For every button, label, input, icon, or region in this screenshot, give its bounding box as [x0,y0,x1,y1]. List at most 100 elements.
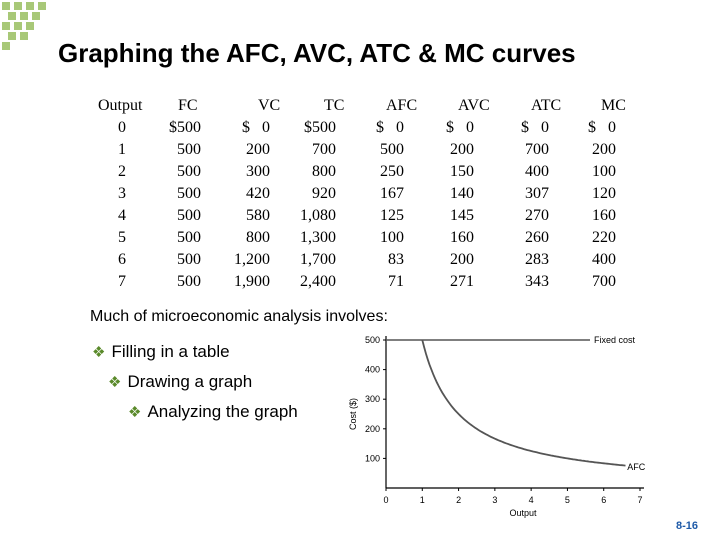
y-tick-label: 100 [365,453,380,463]
bullet-filling-table: ❖ Filling in a table [92,342,230,362]
decoration-square [38,2,46,10]
table-header-avc: AVC [458,97,490,114]
table-cell: 300 [246,163,270,180]
table-header-mc: MC [601,97,626,114]
table-cell: 200 [246,141,270,158]
diamond-bullet-icon: ❖ [92,344,106,361]
decoration-square [2,42,10,50]
table-cell: 1,700 [300,251,336,268]
table-cell: 2 [118,163,126,180]
table-cell: $ 0 [446,119,474,136]
table-cell: 307 [525,185,549,202]
table-cell: 200 [450,251,474,268]
x-tick-label: 6 [601,495,606,505]
y-tick-label: 200 [365,424,380,434]
table-cell: 420 [246,185,270,202]
x-tick-label: 0 [383,495,388,505]
fixed-cost-label: Fixed cost [594,335,636,345]
table-cell: 4 [118,207,126,224]
table-cell: 160 [450,229,474,246]
table-cell: 400 [525,163,549,180]
table-cell: $500 [304,119,336,136]
decoration-square [14,22,22,30]
table-cell: 145 [450,207,474,224]
slide-title: Graphing the AFC, AVC, ATC & MC curves [58,38,576,68]
table-cell: 700 [525,141,549,158]
table-cell: $ 0 [242,119,270,136]
table-header-tc: TC [324,97,345,114]
table-cell: 500 [177,251,201,268]
x-axis-label: Output [509,508,537,518]
table-cell: 120 [592,185,616,202]
decoration-square [8,32,16,40]
table-cell: 800 [246,229,270,246]
decoration-square [20,32,28,40]
afc-curve [421,339,626,467]
bullet-text: Analyzing the graph [147,402,298,421]
table-cell: 500 [177,163,201,180]
table-cell: 250 [380,163,404,180]
bullet-text: Drawing a graph [127,372,253,391]
table-cell: 700 [312,141,336,158]
afc-graph: 500 400 300 200 100 0 1 2 3 4 5 6 7 Cost ($) Output Fix… [348,335,646,518]
afc-label: AFC [627,462,646,472]
table-cell: $500 [169,119,201,136]
decoration-square [2,22,10,30]
table-cell: 2,400 [300,273,336,290]
table-cell: 125 [380,207,404,224]
table-cell: 100 [380,229,404,246]
table-cell: 1,080 [300,207,336,224]
y-tick-label: 400 [365,365,380,375]
table-cell: 5 [118,229,126,246]
table-cell: 800 [312,163,336,180]
table-cell: 500 [177,207,201,224]
table-cell: 83 [388,251,404,268]
bullet-drawing-graph: ❖ Drawing a graph [108,372,252,392]
bullet-analyzing-graph: ❖ Analyzing the graph [128,402,298,422]
table-header-afc: AFC [386,97,418,114]
table-cell: 0 [118,119,126,136]
table-cell: 220 [592,229,616,246]
table-header-output: Output [98,97,143,114]
decoration-square [14,2,22,10]
x-tick-label: 2 [456,495,461,505]
y-tick-label: 500 [365,335,380,345]
decoration-square [32,12,40,20]
diamond-bullet-icon: ❖ [128,404,142,421]
table-cell: 343 [525,273,549,290]
diamond-bullet-icon: ❖ [108,374,122,391]
table-header-vc: VC [258,97,281,114]
intro-text: Much of microeconomic analysis involves: [90,308,388,325]
table-cell: 283 [525,251,549,268]
decoration-square [8,12,16,20]
x-tick-label: 5 [565,495,570,505]
page-number: 8-16 [676,520,699,532]
table-cell: 500 [177,141,201,158]
table-cell: 400 [592,251,616,268]
decoration-square [20,12,28,20]
table-cell: 270 [525,207,549,224]
x-tick-label: 3 [492,495,497,505]
decoration-square [26,2,34,10]
table-cell: 200 [450,141,474,158]
x-tick-label: 4 [529,495,534,505]
x-tick-label: 1 [420,495,425,505]
table-cell: 167 [380,185,404,202]
table-header-atc: ATC [531,97,562,114]
table-cell: 1,200 [234,251,270,268]
table-header-fc: FC [178,97,198,114]
bullet-text: Filling in a table [111,342,230,361]
table-cell: 500 [177,229,201,246]
decoration-square [26,22,34,30]
table-cell: 700 [592,273,616,290]
table-cell: 3 [118,185,126,202]
y-tick-label: 300 [365,394,380,404]
table-cell: 500 [177,273,201,290]
table-cell: $ 0 [376,119,404,136]
table-cell: 500 [380,141,404,158]
table-cell: 580 [246,207,270,224]
table-cell: 71 [388,273,404,290]
table-cell: 100 [592,163,616,180]
table-cell: 6 [118,251,126,268]
table-cell: 500 [177,185,201,202]
